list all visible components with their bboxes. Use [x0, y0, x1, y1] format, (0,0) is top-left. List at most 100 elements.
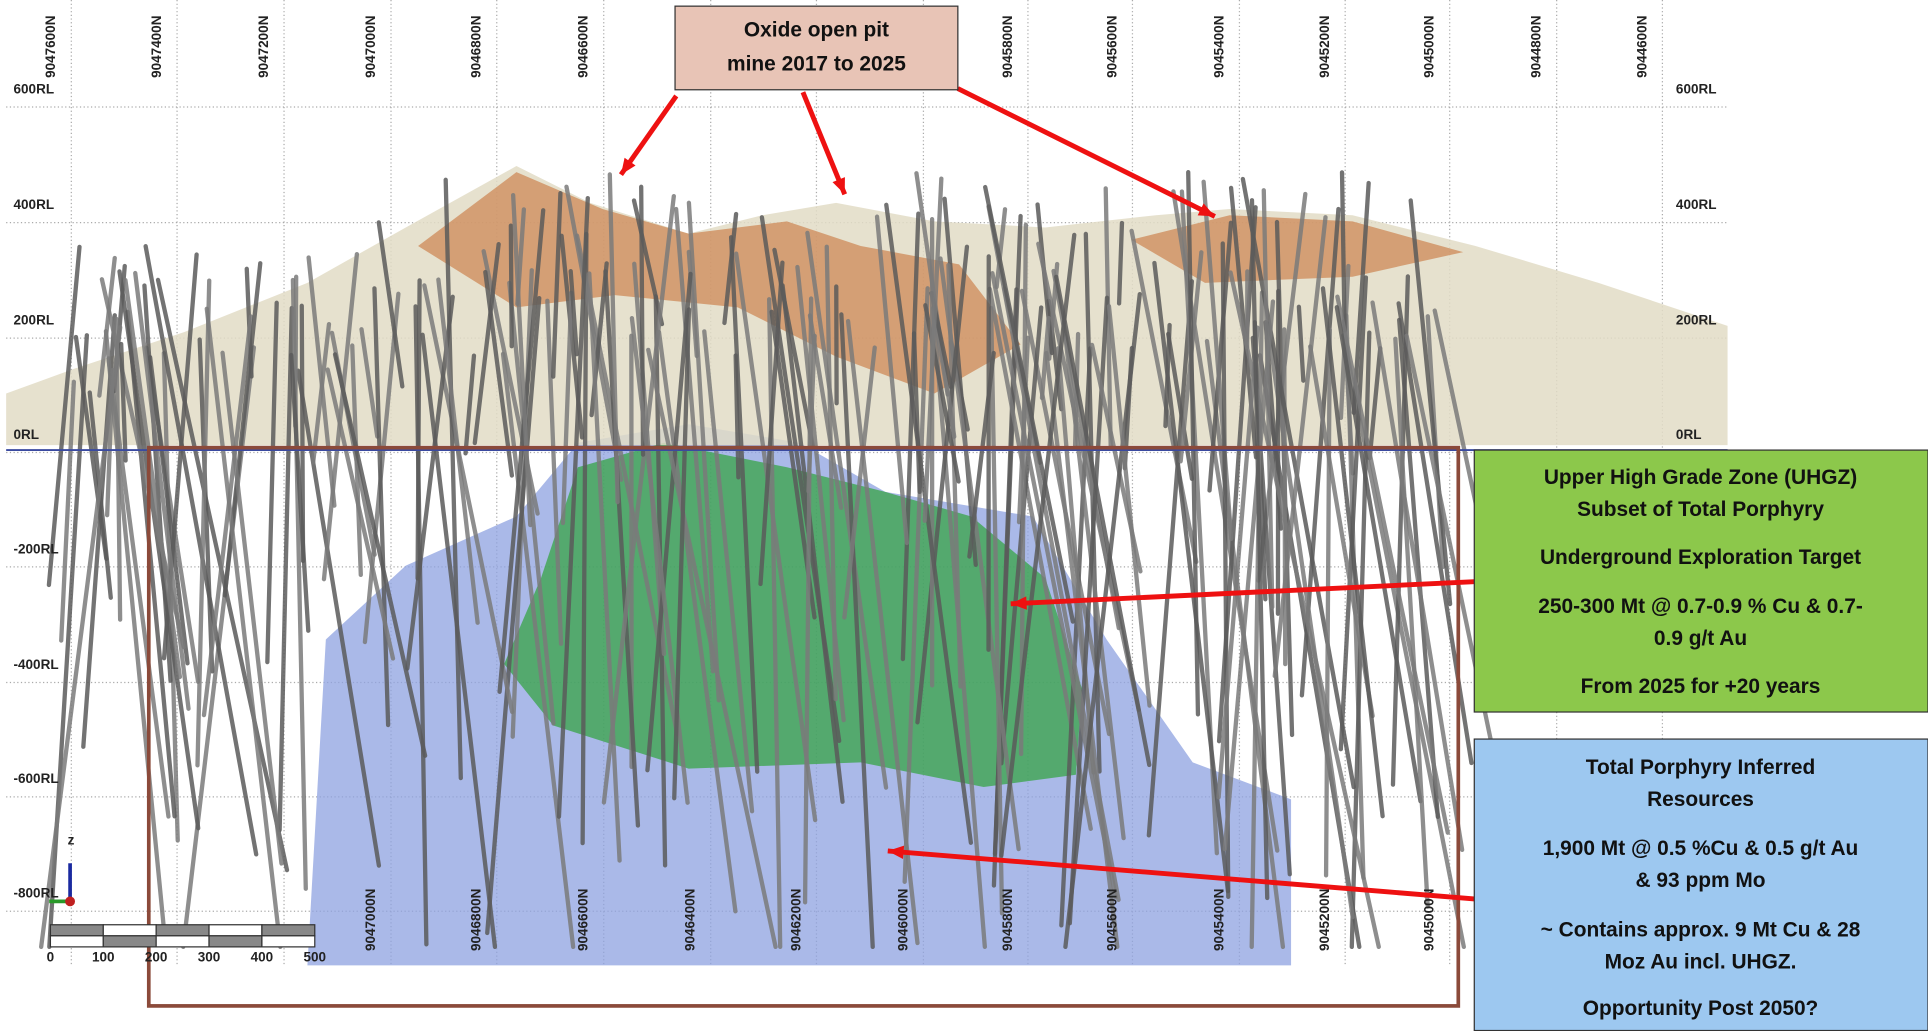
drill-hole: [988, 305, 1005, 916]
level-label: 400RL: [1676, 197, 1717, 212]
drill-hole: [1408, 198, 1453, 607]
level-label: -400RL: [14, 657, 59, 672]
callout-text: 1,900 Mt @ 0.5 %Cu & 0.5 g/t Au: [1543, 837, 1859, 860]
bottom-northing: 9045800N: [1000, 889, 1015, 951]
scale-segment: [155, 935, 210, 948]
arrow: [956, 86, 1216, 219]
drill-hole: [97, 255, 117, 398]
callout-text: Moz Au incl. UHGZ.: [1605, 950, 1797, 973]
drill-hole: [722, 211, 739, 326]
drill-hole: [103, 329, 166, 927]
top-northing: 9045000N: [1422, 16, 1437, 78]
drill-hole: [1320, 286, 1385, 819]
scale-label: 200: [145, 950, 168, 965]
drill-hole: [568, 269, 579, 357]
drill-hole: [560, 290, 574, 526]
drill-hole: [1370, 300, 1465, 852]
drill-hole: [507, 280, 556, 726]
level-label: -600RL: [14, 771, 59, 786]
scale-segment: [261, 935, 316, 948]
drill-hole: [405, 294, 455, 671]
scale-label: 0: [47, 950, 55, 965]
top-northing: 9045200N: [1317, 16, 1332, 78]
drill-hole: [133, 270, 191, 711]
arrow: [1010, 579, 1475, 607]
drill-hole: [359, 327, 380, 439]
drill-hole: [946, 262, 963, 689]
bottom-northing: 9046600N: [576, 889, 591, 951]
drill-hole: [702, 329, 755, 814]
drill-hole: [265, 300, 279, 665]
drill-hole: [673, 206, 716, 674]
callout-text: & 93 ppm Mo: [1636, 869, 1766, 892]
level-label: -200RL: [14, 541, 59, 556]
top-northing: 9047000N: [363, 16, 378, 78]
drill-hole: [758, 260, 785, 587]
scale-label: 400: [251, 950, 274, 965]
callouts: Oxide open pit mine 2017 to 2025 Upper Hig…: [727, 18, 1863, 1020]
bottom-northing: 9045000N: [1422, 889, 1437, 951]
arrow-head: [1197, 203, 1215, 217]
level-label: 400RL: [14, 197, 55, 212]
drill-hole: [580, 231, 589, 846]
drill-hole: [1296, 304, 1306, 383]
drill-hole: [201, 314, 254, 718]
callout-text: 0.9 g/t Au: [1654, 627, 1747, 650]
top-northing: 9045600N: [1104, 16, 1119, 78]
drill-hole: [1249, 198, 1270, 901]
scale-segment: [49, 924, 104, 937]
drill-hole: [845, 318, 920, 946]
drill-hole: [1338, 275, 1369, 752]
drill-hole: [290, 277, 308, 891]
callout-text: Oxide open pit: [744, 18, 889, 41]
drill-hole: [686, 200, 721, 703]
drill-hole: [1339, 170, 1347, 333]
drill-hole: [1351, 180, 1371, 416]
drill-hole: [59, 379, 77, 643]
drill-hole: [983, 184, 1075, 624]
drill-hole: [1186, 170, 1201, 717]
scale-segment: [208, 935, 263, 948]
drill-hole: [1397, 317, 1440, 820]
top-northing: 9045800N: [1000, 16, 1015, 78]
drill-hole: [1116, 220, 1125, 306]
drill-hole: [884, 202, 974, 845]
drill-hole: [195, 278, 212, 768]
scale-segment: [155, 924, 210, 937]
drill-hole: [1261, 188, 1275, 610]
drill-hole: [1393, 336, 1430, 909]
drill-hole: [372, 286, 391, 728]
drill-hole: [1152, 260, 1231, 894]
drill-hole: [277, 305, 294, 833]
drill-hole: [839, 312, 875, 950]
arrow: [887, 848, 1475, 902]
top-northing: 9047600N: [43, 16, 58, 78]
scale-label: 300: [198, 950, 221, 965]
bottom-northing: 9046800N: [469, 889, 484, 951]
arrow-head: [620, 157, 636, 175]
level-label: 0RL: [14, 427, 40, 442]
drill-hole: [123, 277, 183, 680]
drill-hole: [1067, 295, 1110, 926]
drill-hole: [1146, 279, 1195, 838]
drill-hole: [119, 341, 128, 463]
drill-hole: [125, 309, 177, 819]
drill-hole: [902, 286, 930, 884]
drill-hole: [587, 271, 622, 863]
top-northing: 9046800N: [469, 16, 484, 78]
drill-hole: [508, 223, 514, 349]
drill-hole: [987, 286, 1093, 831]
callout-text: Total Porphyry Inferred: [1586, 756, 1815, 779]
drill-hole: [46, 244, 82, 588]
drill-hole: [321, 251, 360, 582]
scale-segment: [261, 924, 316, 937]
axis-label: z: [68, 833, 75, 848]
callout-text: ~ Contains approx. 9 Mt Cu & 28: [1541, 918, 1861, 941]
drill-hole: [1323, 327, 1332, 878]
uhgz-callout-box: [1473, 449, 1928, 713]
drill-hole: [999, 232, 1077, 858]
drill-hole: [289, 352, 311, 633]
scale-label: 500: [303, 950, 326, 965]
drill-hole: [485, 295, 542, 936]
